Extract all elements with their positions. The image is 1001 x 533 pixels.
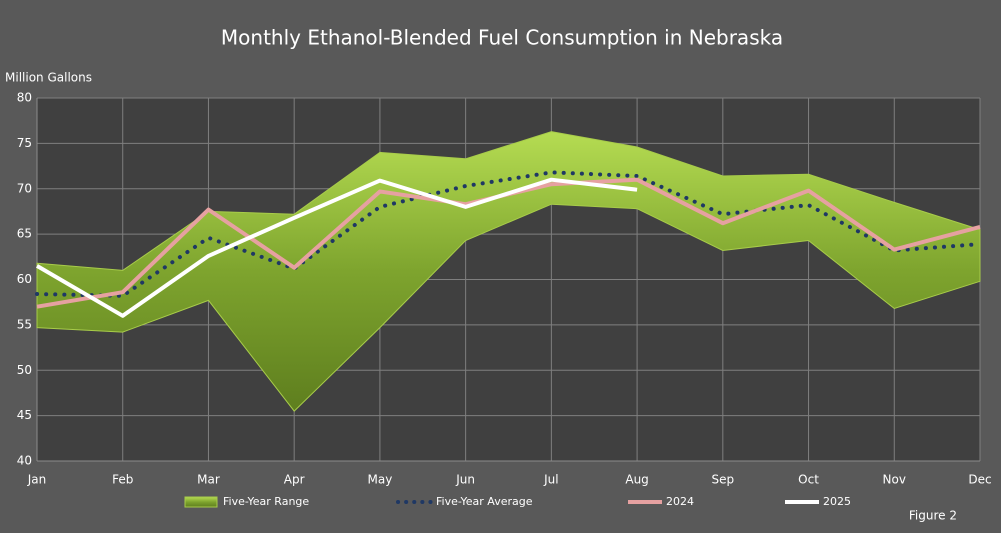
y-tick-label: 70	[17, 181, 32, 195]
y-tick-label: 45	[17, 408, 32, 422]
x-tick-label: Nov	[883, 473, 906, 487]
x-tick-label: Sep	[712, 473, 735, 487]
legend-label: 2025	[823, 495, 851, 508]
y-tick-label: 80	[17, 91, 32, 105]
legend-label: Five-Year Average	[436, 495, 533, 508]
y-tick-label: 40	[17, 454, 32, 468]
x-tick-label: Dec	[968, 473, 991, 487]
x-tick-label: Feb	[112, 473, 133, 487]
x-tick-label: Aug	[625, 473, 648, 487]
x-tick-label: May	[368, 473, 393, 487]
series-line	[35, 170, 982, 298]
chart-title: Monthly Ethanol-Blended Fuel Consumption…	[221, 26, 783, 50]
series-line	[35, 177, 638, 318]
y-axis-label: Million Gallons	[5, 71, 92, 85]
x-tick-label: Jul	[543, 473, 558, 487]
y-tick-label: 75	[17, 136, 32, 150]
y-tick-label: 65	[17, 227, 32, 241]
y-tick-label: 50	[17, 363, 32, 377]
annotation: Figure 2	[909, 509, 957, 523]
legend-label: 2024	[666, 495, 694, 508]
x-tick-label: Mar	[197, 473, 220, 487]
legend-swatch	[184, 496, 218, 508]
y-tick-label: 60	[17, 272, 32, 286]
x-tick-label: Jan	[27, 473, 47, 487]
x-tick-label: Apr	[284, 473, 305, 487]
range-area	[36, 131, 981, 412]
y-tick-label: 55	[17, 317, 32, 331]
x-tick-label: Oct	[798, 473, 819, 487]
x-tick-label: Jun	[455, 473, 475, 487]
legend-label: Five-Year Range	[223, 495, 309, 508]
